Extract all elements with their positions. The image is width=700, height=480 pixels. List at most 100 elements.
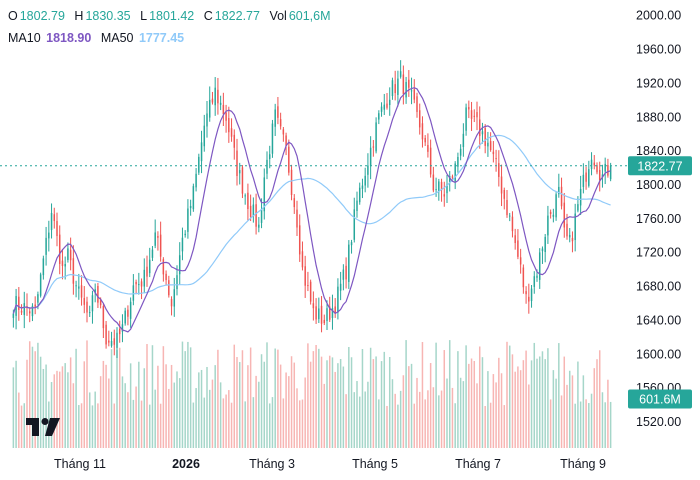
candle-body — [64, 263, 66, 267]
candle-body — [481, 131, 484, 135]
candle-body — [108, 340, 110, 343]
volume-bar — [440, 390, 443, 448]
candle-body — [566, 223, 568, 237]
volume-bar — [585, 399, 587, 448]
candle-body — [413, 89, 416, 100]
volume-bar — [290, 356, 293, 448]
high-label: H — [74, 9, 84, 23]
candle-body — [266, 159, 268, 174]
volume-bar — [560, 395, 563, 448]
candle-body — [184, 233, 186, 236]
candle-body — [53, 214, 56, 222]
candle-body — [326, 308, 328, 322]
candle-body — [277, 106, 279, 118]
volume-bar — [176, 371, 178, 448]
candle-body — [157, 236, 159, 238]
volume-bar — [607, 379, 609, 448]
ma10-path — [12, 87, 611, 333]
x-axis: Tháng 11 2026 Tháng 3 Tháng 5 Tháng 7 Tháng 9 — [54, 457, 606, 471]
volume-bar — [187, 341, 189, 448]
candle-body — [298, 225, 301, 255]
candle-body — [563, 202, 566, 228]
volume-bar — [39, 356, 42, 448]
candle-body — [309, 281, 312, 302]
volume-bar — [279, 364, 282, 448]
candle-body — [222, 104, 225, 114]
volume-bar — [45, 364, 47, 448]
ohlc-legend: O 1802.79 H 1830.35 L 1801.42 C 1822.77 Vol 6… — [8, 9, 337, 23]
volume-bar — [105, 364, 107, 448]
volume-bar — [12, 367, 15, 448]
candle-body — [470, 110, 473, 119]
candle-body — [138, 283, 140, 286]
candle-body — [323, 319, 326, 324]
volume-bar — [481, 357, 484, 448]
candle-body — [511, 216, 514, 232]
candle-body — [609, 165, 612, 180]
candle-body — [503, 189, 506, 199]
volume-bar — [596, 359, 598, 448]
volume-bar — [56, 370, 58, 448]
candle-body — [312, 303, 315, 309]
candle-body — [328, 306, 331, 320]
volume-bar — [75, 348, 77, 448]
candle-body — [334, 306, 336, 314]
y-tick-label: 1680.00 — [636, 280, 681, 294]
volume-bar — [138, 361, 140, 448]
last-volume-badge-text: 601.6M — [639, 393, 681, 407]
volume-bar — [97, 403, 99, 448]
volume-bar — [353, 392, 356, 448]
candle-body — [50, 212, 53, 231]
volume-bar — [378, 399, 380, 448]
candle-body — [484, 127, 486, 146]
candle-body — [173, 289, 176, 307]
ma50-path — [12, 134, 611, 314]
ma10-label: MA10 — [8, 31, 41, 45]
volume-bar — [413, 403, 416, 448]
candle-body — [514, 235, 516, 244]
volume-bar — [380, 361, 383, 448]
volume-bar — [528, 384, 530, 448]
candle-body — [350, 242, 353, 246]
volume-bar — [364, 391, 366, 448]
candle-body — [28, 311, 31, 314]
volume-bar — [88, 392, 91, 448]
volume-bar — [484, 405, 486, 448]
ma10-line — [12, 87, 611, 333]
candle-body — [348, 244, 350, 282]
volume-bar — [42, 368, 45, 448]
candle-body — [585, 172, 587, 182]
candle-body — [427, 144, 429, 152]
volume-bar — [23, 403, 26, 448]
volume-bar — [178, 378, 181, 448]
volume-bar — [298, 400, 301, 448]
y-tick-label: 2000.00 — [636, 9, 681, 23]
volume-bar — [331, 357, 334, 448]
candle-body — [45, 237, 47, 255]
candle-body — [342, 269, 345, 280]
candle-body — [318, 308, 320, 320]
candle-body — [388, 99, 391, 106]
volume-bar — [571, 375, 574, 448]
candle-body — [91, 295, 94, 312]
volume-bar — [457, 351, 459, 448]
candle-body — [178, 255, 181, 275]
candle-body — [192, 186, 195, 210]
volume-bar — [443, 350, 446, 448]
candle-body — [151, 249, 154, 258]
candle-body — [391, 80, 394, 96]
candle-body — [293, 198, 296, 208]
candle-body — [533, 276, 536, 287]
candle-body — [598, 170, 601, 181]
volume-bar — [476, 383, 478, 448]
volume-bar — [511, 354, 514, 448]
volume-bar — [203, 397, 206, 448]
volume-bar — [304, 377, 306, 448]
volume-bar — [58, 371, 61, 448]
candle-body — [97, 286, 99, 303]
volume-bar — [293, 362, 296, 448]
candle-body — [18, 296, 20, 310]
volume-bar — [375, 356, 377, 448]
candle-body — [375, 122, 377, 152]
